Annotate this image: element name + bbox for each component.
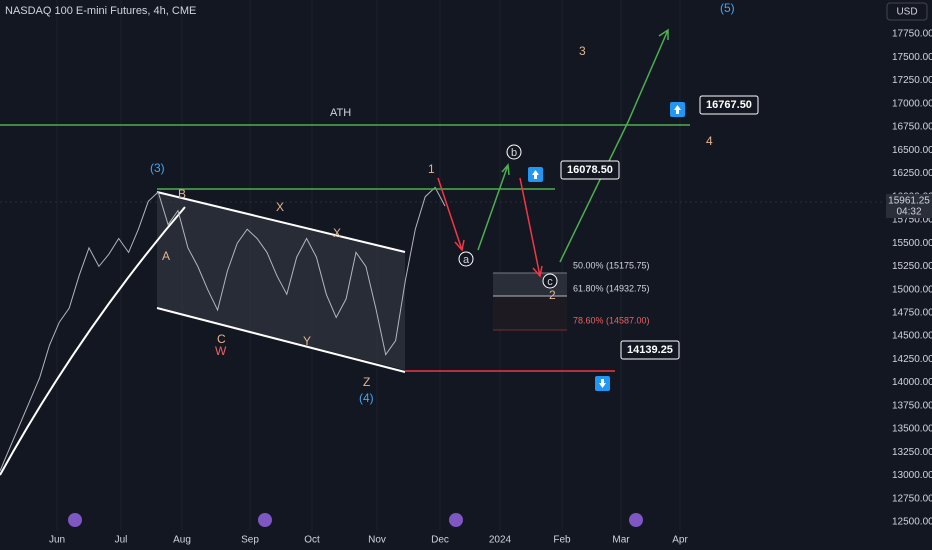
wave-label: 3 xyxy=(579,44,586,58)
y-tick-label: 12750.00 xyxy=(892,493,932,504)
fib-zone-2 xyxy=(493,296,567,330)
currency-label[interactable]: USD xyxy=(896,7,917,18)
up-arrow xyxy=(532,170,539,179)
y-tick-label: 16250.00 xyxy=(892,168,932,179)
wave-label: a xyxy=(463,254,470,266)
y-tick-label: 13250.00 xyxy=(892,447,932,458)
wave-label: A xyxy=(162,249,170,263)
currency-button[interactable] xyxy=(886,2,928,21)
wave-label: X xyxy=(333,226,341,240)
y-tick-label: 17500.00 xyxy=(892,52,932,63)
y-tick-label: 13750.00 xyxy=(892,400,932,411)
event-icons xyxy=(68,513,643,527)
down-arrow xyxy=(599,379,606,388)
wave-label: 2 xyxy=(549,288,556,302)
wave-label: (3) xyxy=(150,161,165,175)
last-price-box xyxy=(886,194,932,218)
price-tag xyxy=(620,340,680,360)
fib-label: 61.80% (14932.75) xyxy=(573,283,650,293)
event-icon[interactable] xyxy=(258,513,272,527)
y-axis: 12500.00 12750.00 13000.00 13250.00 13500.00… xyxy=(892,29,932,528)
event-icon[interactable] xyxy=(68,513,82,527)
projection-arrows xyxy=(437,28,669,278)
symbol-title: NASDAQ 100 E-mini Futures, 4h, CME xyxy=(5,5,196,17)
x-tick-label: Dec xyxy=(431,535,449,546)
price-line xyxy=(0,186,446,472)
last-price: 15961.25 xyxy=(888,196,930,207)
x-axis: Jun Jul Aug Sep Oct Nov Dec 2024 Feb Mar Apr xyxy=(49,535,689,546)
x-tick-label: Jul xyxy=(115,535,128,546)
price-tag xyxy=(560,160,620,180)
wave-label: B xyxy=(178,187,186,201)
price-tag-label: 16767.50 xyxy=(706,99,752,111)
wave-label: b xyxy=(511,147,517,159)
y-tick-label: 17750.00 xyxy=(892,29,932,40)
y-tick-label: 15750.00 xyxy=(892,215,932,226)
x-tick-label: 2024 xyxy=(489,535,512,546)
wave-circle xyxy=(506,144,522,160)
price-axis xyxy=(885,0,932,550)
countdown: 04:32 xyxy=(896,207,921,218)
x-tick-label: Sep xyxy=(241,535,259,546)
wave-label: Y xyxy=(303,334,311,348)
x-tick-label: Jun xyxy=(49,535,65,546)
y-tick-label: 17000.00 xyxy=(892,98,932,109)
x-tick-label: Aug xyxy=(173,535,191,546)
wedge-bottom xyxy=(156,307,406,373)
up-arrow xyxy=(674,105,681,114)
y-tick-label: 16500.00 xyxy=(892,145,932,156)
y-tick-label: 12500.00 xyxy=(892,517,932,528)
wave-label: (5) xyxy=(720,1,735,15)
x-tick-label: Mar xyxy=(612,535,630,546)
wave-circle xyxy=(542,273,558,289)
x-tick-label: Apr xyxy=(672,535,688,546)
wedge-top xyxy=(156,191,406,253)
ath-label: ATH xyxy=(330,107,351,119)
y-tick-label: 13000.00 xyxy=(892,470,932,481)
fib-label: 78.60% (14587.00) xyxy=(573,315,650,325)
price-tag-label: 16078.50 xyxy=(567,164,613,176)
arrow xyxy=(477,163,510,251)
wave-circle xyxy=(458,251,474,267)
wave-label: (4) xyxy=(359,391,374,405)
y-tick-label: 14750.00 xyxy=(892,307,932,318)
x-tick-label: Nov xyxy=(368,535,386,546)
x-tick-label: Feb xyxy=(553,535,571,546)
arrow xyxy=(559,28,669,263)
wave-label: C xyxy=(217,332,226,346)
fib-label: 50.00% (15175.75) xyxy=(573,260,650,270)
y-tick-label: 15250.00 xyxy=(892,261,932,272)
wave-label: W xyxy=(215,344,227,358)
y-tick-label: 14250.00 xyxy=(892,354,932,365)
wave-label: Z xyxy=(363,375,370,389)
event-icon[interactable] xyxy=(629,513,643,527)
y-tick-label: 13500.00 xyxy=(892,424,932,435)
event-icon[interactable] xyxy=(449,513,463,527)
y-tick-label: 15500.00 xyxy=(892,238,932,249)
arrow xyxy=(519,177,543,278)
price-tag xyxy=(699,95,759,115)
x-tick-label: Oct xyxy=(304,535,320,546)
y-tick-label: 15000.00 xyxy=(892,284,932,295)
trend-curve xyxy=(0,206,186,476)
y-tick-label: 17250.00 xyxy=(892,75,932,86)
wave-label: 4 xyxy=(706,134,713,148)
wave-label: c xyxy=(547,276,553,288)
wave-label: 1 xyxy=(428,162,435,176)
y-tick-label: 14000.00 xyxy=(892,377,932,388)
arrow xyxy=(437,177,465,252)
price-series xyxy=(0,186,446,472)
wave-label: X xyxy=(276,200,284,214)
y-tick-label: 14500.00 xyxy=(892,331,932,342)
price-tag-label: 14139.25 xyxy=(627,344,673,356)
y-tick-label: 16750.00 xyxy=(892,122,932,133)
